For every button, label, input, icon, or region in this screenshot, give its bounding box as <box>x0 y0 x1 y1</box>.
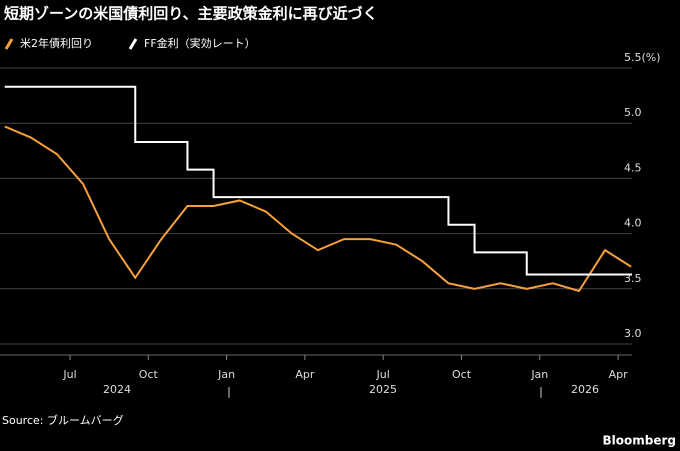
series-line <box>4 125 632 293</box>
year-label: 2026 <box>571 383 599 396</box>
x-tick-label: Oct <box>452 368 472 381</box>
legend-swatch <box>4 38 14 50</box>
brand: Bloomberg <box>603 434 677 448</box>
x-tick-label: Jul <box>376 368 390 381</box>
legend-label: FF金利（実効レート） <box>144 36 256 50</box>
legend-swatch <box>128 38 138 50</box>
x-tick-label: Jan <box>530 368 548 381</box>
legend-label: 米2年債利回り <box>20 36 93 50</box>
x-tick-label: Jan <box>217 368 235 381</box>
x-tick-label: Apr <box>609 368 629 381</box>
source: Source: ブルームバーグ <box>2 413 124 427</box>
chart-title: 短期ゾーンの米国債利回り、主要政策金利に再び近づく <box>4 5 378 23</box>
y-tick-label: 4.0 <box>624 217 642 230</box>
x-tick-label: Oct <box>139 368 159 381</box>
year-separator: | <box>227 385 231 398</box>
year-separator: | <box>539 385 543 398</box>
y-tick-label: 5.0 <box>624 106 642 119</box>
year-label: 2025 <box>369 383 397 396</box>
x-tick-label: Jul <box>62 368 76 381</box>
x-tick-label: Apr <box>295 368 315 381</box>
y-tick-label: 3.0 <box>624 327 642 340</box>
year-label: 2024 <box>103 383 131 396</box>
series-line <box>4 85 632 276</box>
y-tick-label: 4.5 <box>624 161 642 174</box>
y-tick-label: 5.5(%) <box>624 51 661 64</box>
